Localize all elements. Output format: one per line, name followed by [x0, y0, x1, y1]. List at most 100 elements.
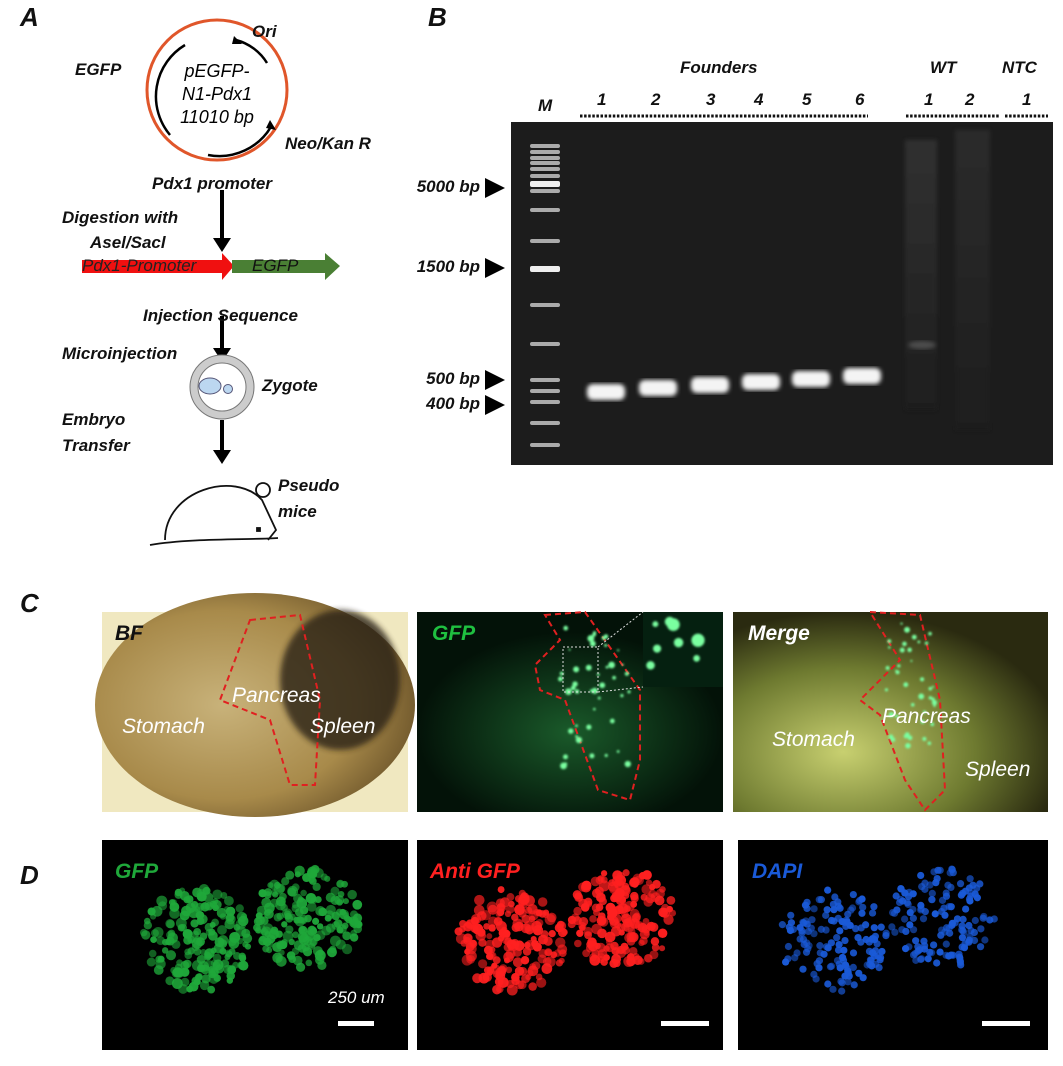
cell-spot	[294, 865, 305, 877]
cell-spot	[849, 890, 857, 899]
organ-label-spleen: Spleen	[965, 758, 1031, 781]
ladder-band	[530, 156, 560, 160]
cell-spot	[178, 984, 188, 994]
gfp-spot	[691, 633, 705, 647]
group-label-ntc: NTC	[1002, 58, 1037, 77]
organ-label-pancreas: Pancreas	[232, 684, 321, 707]
gfp-spot	[920, 719, 925, 724]
gfp-spot	[927, 741, 932, 746]
cell-spot	[651, 943, 660, 952]
gfp-spot	[589, 640, 596, 647]
pseudo-label: Pseudo	[278, 476, 340, 495]
cell-spot	[917, 901, 925, 909]
injection-sequence-label: Injection Sequence	[143, 306, 298, 325]
gfp-spot	[575, 736, 583, 744]
gfp-spot	[890, 737, 896, 742]
cell-spot	[574, 892, 582, 900]
cell-spot	[649, 950, 659, 960]
cell-spot	[269, 898, 279, 908]
cell-spot	[919, 915, 928, 923]
gfp-spot	[587, 634, 595, 642]
cell-spot	[597, 928, 607, 939]
d-dapi-label: DAPI	[752, 860, 803, 883]
organ-label-stomach: Stomach	[122, 715, 205, 738]
cell-spot	[849, 963, 857, 972]
cell-spot	[285, 870, 295, 880]
cell-spot	[545, 949, 552, 956]
cell-spot	[639, 936, 648, 946]
cell-spot	[589, 953, 598, 962]
cell-spot	[642, 870, 652, 880]
cell-spot	[598, 897, 607, 906]
cell-spot	[282, 930, 294, 942]
cell-spot	[193, 927, 202, 936]
cell-spot	[297, 896, 304, 903]
cell-spot	[342, 898, 349, 905]
cell-spot	[191, 943, 200, 952]
cell-spot	[463, 933, 473, 943]
cell-spot	[214, 964, 225, 974]
cell-spot	[324, 914, 332, 922]
cell-spot	[826, 963, 835, 971]
cell-spot	[207, 985, 216, 994]
cell-spot	[167, 932, 178, 944]
cell-spot	[242, 933, 253, 944]
cell-spot	[259, 935, 266, 942]
cell-spot	[512, 957, 523, 968]
gfp-spot	[907, 647, 912, 653]
cell-spot	[630, 891, 639, 901]
cell-spot	[799, 965, 807, 973]
cell-spot	[538, 910, 547, 918]
cell-spot	[573, 906, 582, 916]
cell-spot	[349, 916, 359, 926]
cell-spot	[505, 966, 513, 974]
organ-label-pancreas: Pancreas	[882, 705, 971, 728]
cell-spot	[901, 945, 910, 953]
gfp-spot	[897, 664, 901, 668]
cell-spot	[518, 889, 526, 898]
cell-spot	[933, 959, 941, 967]
gfp-spot	[589, 753, 595, 759]
gfp-spot	[895, 669, 898, 672]
gfp-spot	[593, 707, 596, 711]
cell-spot	[589, 915, 597, 923]
cell-spot	[556, 920, 565, 929]
cell-spot	[281, 908, 293, 920]
merge-channel-label: Merge	[748, 622, 810, 645]
cell-spot	[542, 957, 552, 966]
gfp-spot	[931, 699, 938, 706]
cell-spot	[559, 949, 567, 957]
microinjection-label: Microinjection	[62, 344, 178, 363]
cell-spot	[203, 951, 211, 959]
cell-spot	[926, 948, 934, 956]
cell-spot	[859, 903, 867, 911]
cell-spot	[238, 960, 249, 971]
cell-spot	[793, 949, 801, 957]
cell-spot	[914, 943, 922, 951]
cell-spot	[225, 906, 236, 917]
cell-spot	[341, 943, 353, 955]
scale-bar-label: 250 um	[328, 988, 385, 1007]
cell-spot	[561, 928, 568, 936]
cell-spot	[969, 881, 977, 889]
cell-spot	[336, 880, 344, 888]
plasmid-line: N1-Pdx1	[181, 84, 253, 104]
cell-spot	[212, 899, 222, 910]
cell-spot	[533, 928, 541, 936]
ladder-band	[530, 144, 560, 148]
cell-spot	[347, 889, 357, 900]
cell-spot	[480, 910, 492, 921]
cell-spot	[196, 955, 206, 964]
ladder-band	[530, 181, 560, 187]
cell-spot	[803, 904, 811, 913]
gfp-spot	[905, 742, 911, 749]
cell-spot	[891, 928, 899, 936]
cell-spot	[898, 926, 906, 934]
cell-spot	[888, 923, 896, 931]
cell-spot	[195, 902, 205, 912]
cell-spot	[615, 947, 627, 958]
cell-spot	[292, 931, 299, 939]
cell-spot	[196, 917, 205, 926]
gfp-spot	[888, 646, 891, 649]
